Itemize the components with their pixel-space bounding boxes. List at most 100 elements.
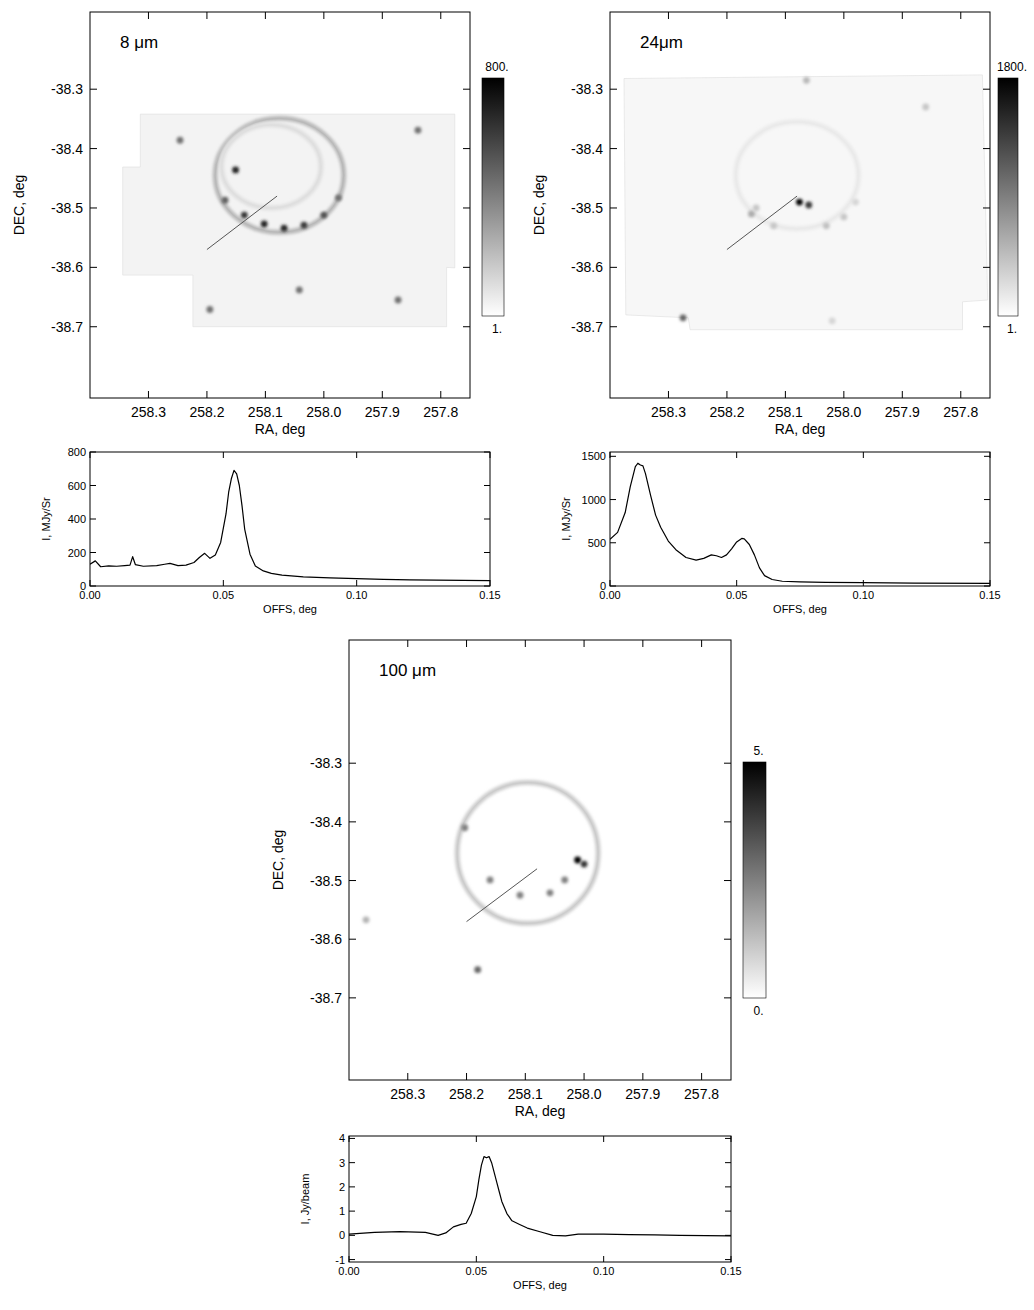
- colorbar: [998, 78, 1018, 316]
- tick-label: 0.10: [346, 589, 367, 601]
- cut-line: [467, 869, 538, 922]
- tick: [610, 580, 611, 586]
- tick: [206, 391, 207, 398]
- tick: [90, 326, 97, 327]
- tick-label: 0.15: [720, 1265, 741, 1277]
- frame: [349, 1136, 731, 1262]
- source: [805, 202, 812, 209]
- tick-label: 1: [339, 1205, 345, 1217]
- tick: [148, 12, 149, 19]
- tick-label: 258.2: [449, 1086, 484, 1102]
- tick: [349, 1162, 355, 1163]
- source: [547, 889, 554, 896]
- figure: 258.3258.2258.1258.0257.9257.8-38.3-38.4…: [0, 0, 1034, 1310]
- source: [177, 137, 184, 144]
- tick: [725, 1259, 731, 1260]
- tick: [440, 391, 441, 398]
- tick: [476, 1256, 477, 1262]
- tick: [90, 89, 97, 90]
- tick: [440, 12, 441, 19]
- tick-label: 258.1: [508, 1086, 543, 1102]
- tick: [349, 997, 356, 998]
- source: [363, 916, 370, 923]
- tick: [902, 12, 903, 19]
- tick: [642, 1073, 643, 1080]
- axis-title: I, MJy/Sr: [40, 497, 52, 541]
- tick: [725, 1162, 731, 1163]
- tick: [90, 586, 96, 587]
- tick-label: -38.3: [571, 81, 603, 97]
- tick-label: 500: [588, 537, 606, 549]
- tick: [349, 1186, 355, 1187]
- axis-title: I, Jy/beam: [299, 1174, 311, 1225]
- source: [487, 877, 494, 884]
- tick: [863, 452, 864, 458]
- tick: [407, 1073, 408, 1080]
- tick: [984, 586, 990, 587]
- tick: [584, 1073, 585, 1080]
- tick: [983, 326, 990, 327]
- tick-label: 600: [68, 480, 86, 492]
- frame: [90, 452, 490, 586]
- source: [301, 222, 308, 229]
- axis-title: OFFS, deg: [263, 603, 317, 615]
- tick-label: 400: [68, 513, 86, 525]
- source: [803, 77, 810, 84]
- tick-label: 0.05: [213, 589, 234, 601]
- source: [753, 205, 760, 212]
- tick: [356, 580, 357, 586]
- tick-label: 258.2: [189, 404, 224, 420]
- tick: [323, 391, 324, 398]
- coverage: [624, 75, 988, 330]
- tick: [484, 552, 490, 553]
- axis-title: DEC, deg: [531, 175, 547, 236]
- shell: [736, 122, 859, 229]
- source: [281, 225, 288, 232]
- tick-label: 3: [339, 1157, 345, 1169]
- colorbar: [743, 762, 766, 998]
- tick: [736, 452, 737, 458]
- tick: [610, 542, 616, 543]
- source: [922, 104, 929, 111]
- tick: [725, 1235, 731, 1236]
- tick: [323, 12, 324, 19]
- frame: [610, 452, 990, 586]
- tick: [983, 267, 990, 268]
- tick: [668, 391, 669, 398]
- tick: [701, 640, 702, 647]
- cut-line: [727, 196, 797, 249]
- tick: [724, 939, 731, 940]
- source: [561, 877, 568, 884]
- tick: [463, 89, 470, 90]
- tick: [265, 391, 266, 398]
- tick-label: 0: [600, 580, 606, 592]
- tick: [223, 580, 224, 586]
- tick: [382, 391, 383, 398]
- tick-label: 258.3: [131, 404, 166, 420]
- tick-label: 257.9: [885, 404, 920, 420]
- tick: [490, 452, 491, 458]
- tick: [349, 1256, 350, 1262]
- tick-label: -38.4: [51, 141, 83, 157]
- tick: [407, 640, 408, 647]
- shell: [457, 783, 598, 924]
- tick-label: 258.1: [248, 404, 283, 420]
- tick: [463, 267, 470, 268]
- image: [363, 783, 599, 974]
- tick: [724, 763, 731, 764]
- source: [206, 306, 213, 313]
- source: [222, 197, 229, 204]
- tick: [984, 542, 990, 543]
- source: [574, 857, 581, 864]
- tick: [610, 452, 611, 458]
- source: [823, 222, 830, 229]
- tick: [984, 499, 990, 500]
- tick-label: -38.4: [571, 141, 603, 157]
- tick: [206, 12, 207, 19]
- tick: [610, 456, 616, 457]
- colorbar-label: 1.: [1007, 322, 1017, 336]
- tick: [349, 1259, 355, 1260]
- tick: [463, 148, 470, 149]
- source: [680, 314, 687, 321]
- tick: [983, 207, 990, 208]
